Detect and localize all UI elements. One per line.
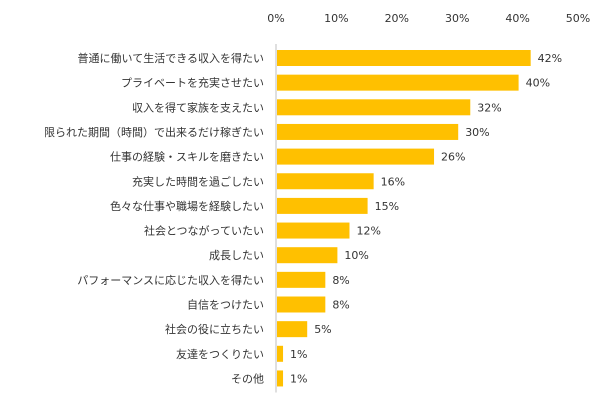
- bar: [277, 222, 350, 239]
- data-label: 1%: [290, 348, 307, 361]
- data-label: 8%: [332, 274, 349, 287]
- data-label: 26%: [441, 151, 465, 164]
- x-tick-label: 40%: [505, 12, 529, 25]
- bar: [277, 247, 338, 264]
- bar: [277, 123, 459, 140]
- category-label: 成長したい: [209, 249, 264, 262]
- category-label: 充実した時間を過ごしたい: [132, 174, 264, 188]
- category-label: 友達をつくりたい: [176, 347, 264, 361]
- x-tick-label: 10%: [324, 12, 348, 25]
- bar: [277, 345, 284, 362]
- data-label: 40%: [526, 77, 550, 90]
- bar: [277, 197, 368, 214]
- x-tick-label: 0%: [267, 12, 284, 25]
- bar: [277, 74, 519, 91]
- data-label: 16%: [381, 175, 405, 188]
- data-label: 10%: [344, 249, 368, 262]
- x-tick-label: 20%: [385, 12, 409, 25]
- data-label: 8%: [332, 299, 349, 312]
- bar: [277, 50, 531, 66]
- data-label: 42%: [538, 52, 562, 65]
- data-label: 15%: [375, 200, 399, 213]
- bar: [277, 173, 374, 190]
- category-label: 普通に働いて生活できる収入を得たい: [78, 51, 264, 65]
- category-label: 収入を得て家族を支えたい: [132, 100, 264, 114]
- bar: [277, 296, 326, 313]
- bar: [277, 271, 326, 288]
- data-label: 1%: [290, 372, 307, 385]
- category-label: プライベートを充実させたい: [121, 76, 264, 90]
- category-label: 色々な仕事や職場を経験したい: [110, 199, 264, 213]
- bar: [277, 148, 435, 165]
- category-label: 自信をつけたい: [187, 299, 264, 312]
- x-tick-label: 50%: [566, 12, 590, 25]
- data-label: 12%: [356, 225, 380, 238]
- x-tick-label: 30%: [445, 12, 469, 25]
- data-label: 5%: [314, 323, 331, 336]
- category-label: パフォーマンスに応じた収入を得たい: [77, 273, 264, 287]
- data-label: 30%: [465, 126, 489, 139]
- category-label: 限られた期間（時間）で出来るだけ稼ぎたい: [44, 125, 264, 139]
- category-label: 仕事の経験・スキルを磨きたい: [110, 150, 264, 164]
- bar: [277, 99, 471, 116]
- bar: [277, 370, 284, 387]
- bar: [277, 321, 308, 338]
- category-label: 社会の役に立ちたい: [165, 322, 264, 336]
- category-label: その他: [231, 372, 264, 385]
- category-label: 社会とつながっていたい: [144, 224, 264, 238]
- data-label: 32%: [477, 101, 501, 114]
